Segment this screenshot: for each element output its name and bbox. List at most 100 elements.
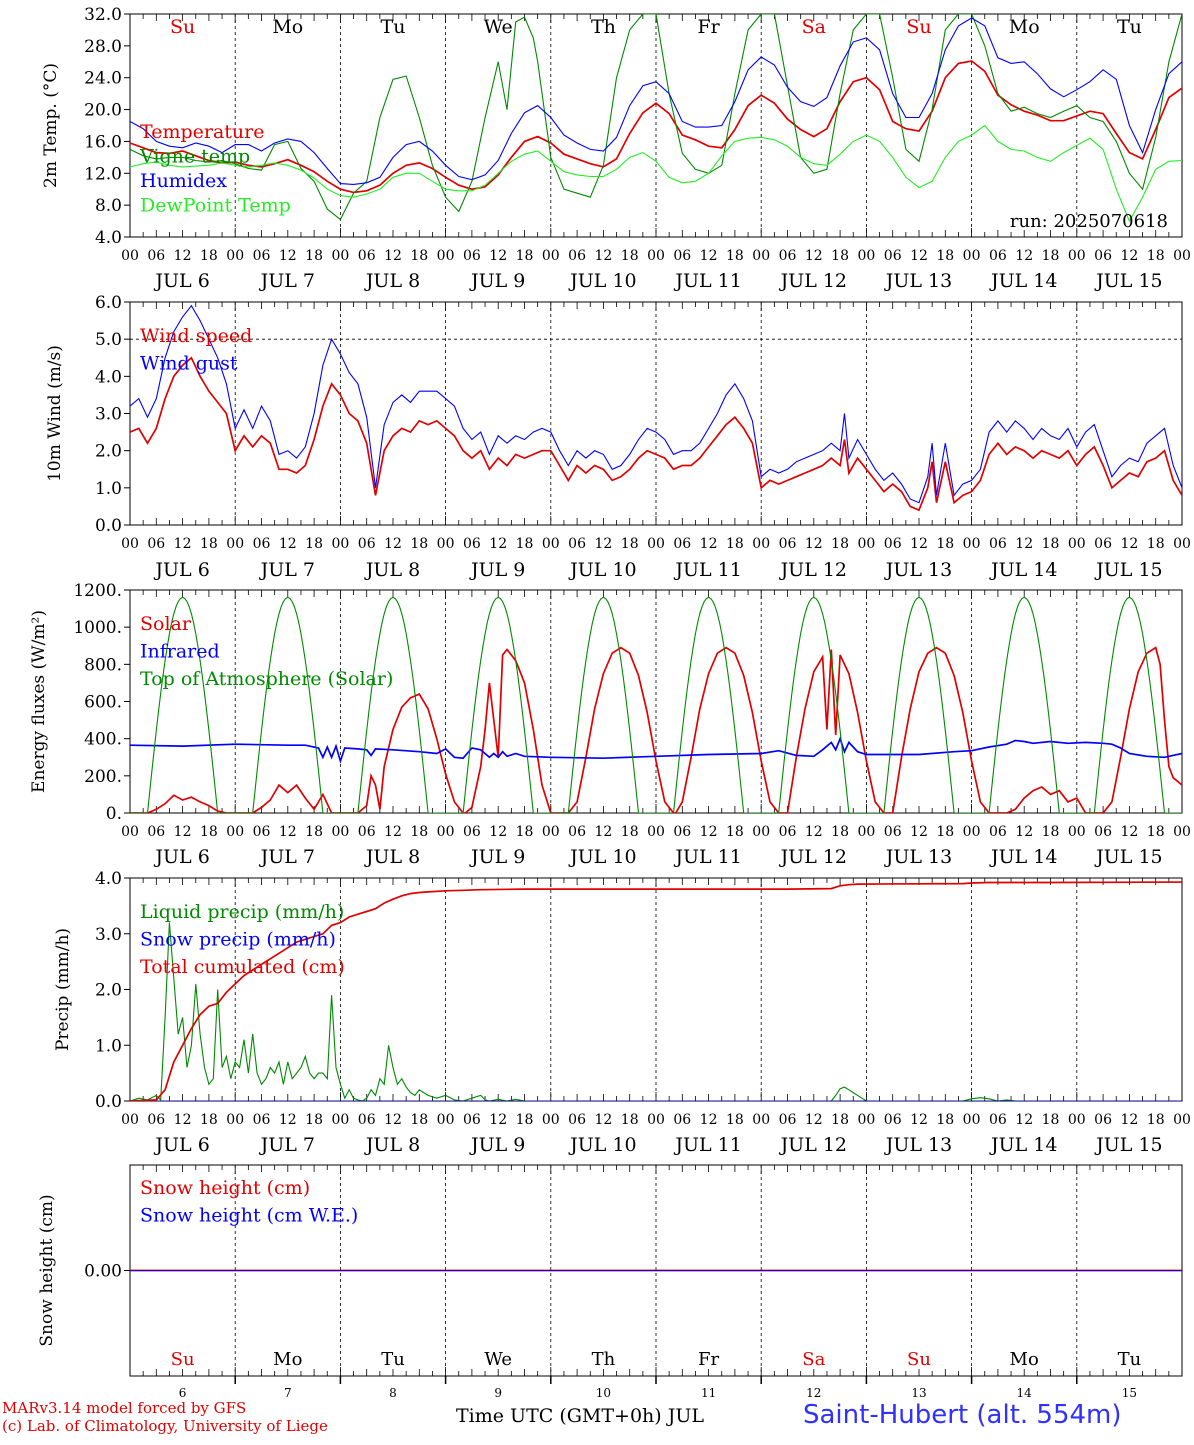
hour-tick-label: 12: [384, 248, 402, 264]
date-label: JUL 9: [469, 270, 525, 292]
hour-tick-label: 00: [1068, 536, 1086, 552]
weekday-label: Tu: [1118, 1349, 1142, 1370]
date-label: JUL 11: [673, 846, 741, 868]
date-label: JUL 15: [1094, 1134, 1162, 1156]
date-label: JUL 12: [779, 559, 847, 581]
y-tick-label: 0.00: [84, 1262, 122, 1282]
hour-tick-label: 12: [700, 248, 718, 264]
weekday-label: Fr: [697, 16, 720, 38]
hour-tick-label: 00: [331, 824, 349, 840]
weekday-label: Mo: [272, 16, 303, 38]
date-label: JUL 6: [153, 846, 209, 868]
y-tick-label: 600.: [84, 693, 122, 713]
y-tick-label: 6.0: [95, 293, 122, 313]
hour-tick-label: 18: [621, 824, 639, 840]
hour-tick-label: 06: [568, 1112, 586, 1128]
date-label: JUL 15: [1094, 270, 1162, 292]
hour-tick-label: 06: [884, 1112, 902, 1128]
y-tick-label: 0.0: [95, 516, 122, 536]
hour-tick-label: 12: [279, 248, 297, 264]
hour-tick-label: 12: [1120, 536, 1138, 552]
date-label: JUL 9: [469, 559, 525, 581]
day-number-label: 14: [1017, 1386, 1033, 1400]
hour-tick-label: 00: [647, 1112, 665, 1128]
hour-tick-label: 06: [884, 536, 902, 552]
series-line-liquid-precip-mm-h: [130, 922, 1182, 1101]
plot-frame: [129, 301, 1183, 526]
hour-tick-label: 18: [1042, 1112, 1060, 1128]
credit-line-lab: (c) Lab. of Climatology, University of L…: [2, 1417, 328, 1435]
date-label: JUL 8: [364, 559, 420, 581]
hour-tick-label: 12: [1015, 1112, 1033, 1128]
weekday-label: Su: [907, 1349, 931, 1370]
hour-tick-label: 00: [542, 536, 560, 552]
credit-line-model: MARv3.14 model forced by GFS: [2, 1399, 247, 1417]
hour-tick-label: 12: [1015, 824, 1033, 840]
hour-tick-label: 12: [594, 824, 612, 840]
y-axis-label: Energy fluxes (W/m²): [29, 610, 49, 793]
hour-tick-label: 06: [989, 536, 1007, 552]
hour-tick-label: 00: [752, 536, 770, 552]
hour-tick-label: 18: [726, 248, 744, 264]
hour-tick-label: 00: [226, 248, 244, 264]
date-label: JUL 7: [259, 846, 315, 868]
x-axis-title: Time UTC (GMT+0h) JUL: [456, 1405, 704, 1427]
panel-4: 0.0 1.0 2.0 3.0 4.0 Precip (mm/h) 00 06 12 18 JUL …: [53, 869, 1191, 1156]
legend-entry: Temperature: [140, 121, 264, 143]
hour-tick-label: 12: [279, 1112, 297, 1128]
date-label: JUL 14: [989, 1134, 1057, 1156]
hour-tick-label: 00: [1173, 536, 1191, 552]
legend-entry: Wind gust: [140, 353, 238, 375]
series-line-solar: [130, 646, 1182, 813]
hour-tick-label: 00: [121, 1112, 139, 1128]
y-axis-label: 2m Temp. (°C): [41, 63, 61, 188]
hour-tick-label: 00: [121, 248, 139, 264]
hour-tick-label: 18: [1042, 536, 1060, 552]
date-label: JUL 10: [568, 1134, 636, 1156]
series-line-dewpoint-temp: [130, 124, 1182, 223]
hour-tick-label: 18: [410, 248, 428, 264]
hour-tick-label: 00: [331, 1112, 349, 1128]
y-axis-label: Precip (mm/h): [53, 928, 73, 1051]
hour-tick-label: 00: [226, 1112, 244, 1128]
hour-tick-label: 18: [516, 824, 534, 840]
panel-5: 0.00 Snow height (cm) Su 6 Mo 7 Tu 8 We 9 Th 10 Fr 11…: [37, 1164, 1183, 1400]
hour-tick-label: 06: [1094, 824, 1112, 840]
y-tick-label: 200.: [84, 767, 122, 787]
hour-tick-label: 18: [1042, 824, 1060, 840]
legend-entry: Snow height (cm W.E.): [140, 1205, 358, 1227]
y-tick-label: 32.0: [84, 5, 122, 25]
y-tick-label: 0.: [106, 804, 122, 824]
hour-tick-label: 00: [542, 248, 560, 264]
date-label: JUL 14: [989, 846, 1057, 868]
weekday-label: Th: [591, 16, 616, 38]
hour-tick-label: 00: [331, 248, 349, 264]
hour-tick-label: 12: [174, 824, 192, 840]
y-tick-label: 2.0: [95, 442, 122, 462]
hour-tick-label: 18: [305, 824, 323, 840]
hour-tick-label: 06: [253, 1112, 271, 1128]
hour-tick-label: 18: [831, 536, 849, 552]
hour-tick-label: 12: [805, 824, 823, 840]
hour-tick-label: 00: [226, 824, 244, 840]
hour-tick-label: 18: [1147, 536, 1165, 552]
hour-tick-label: 00: [121, 824, 139, 840]
y-tick-label: 4.0: [95, 869, 122, 889]
hour-tick-label: 06: [253, 536, 271, 552]
y-axis-label: 10m Wind (m/s): [45, 345, 65, 482]
weekday-label: Su: [171, 1349, 195, 1370]
hour-tick-label: 00: [226, 536, 244, 552]
run-annotation: run: 2025070618: [1010, 211, 1168, 232]
hour-tick-label: 06: [358, 1112, 376, 1128]
hour-tick-label: 06: [253, 248, 271, 264]
y-tick-label: 1200.: [73, 581, 122, 601]
hour-tick-label: 12: [279, 536, 297, 552]
plot-frame: [129, 589, 1183, 814]
legend-entry: Wind speed: [140, 325, 252, 347]
y-tick-label: 16.0: [84, 132, 122, 152]
hour-tick-label: 12: [805, 1112, 823, 1128]
legend-entry: DewPoint Temp: [140, 195, 291, 217]
date-label: JUL 10: [568, 846, 636, 868]
hour-tick-label: 00: [963, 536, 981, 552]
